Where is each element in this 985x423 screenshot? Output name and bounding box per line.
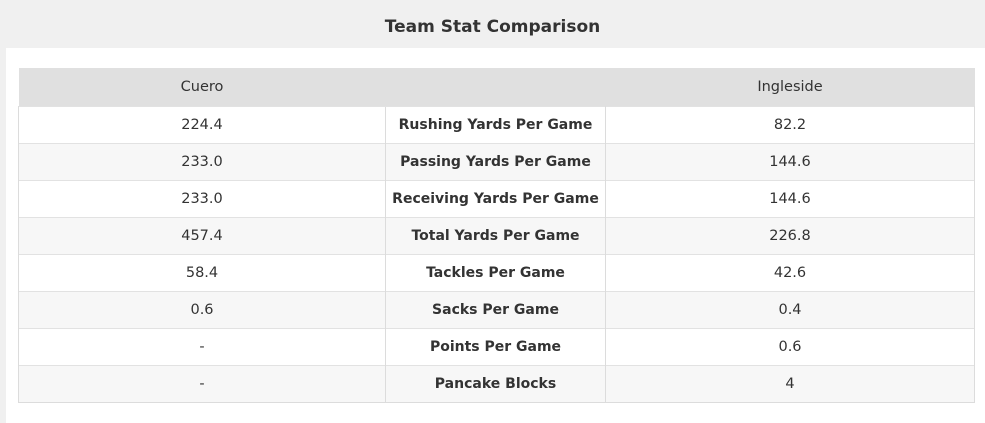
home-value: 0.6 (18, 291, 386, 329)
away-value: 0.6 (605, 328, 975, 366)
stat-name: Passing Yards Per Game (385, 143, 606, 181)
stat-name: Rushing Yards Per Game (385, 106, 606, 144)
stat-name: Tackles Per Game (385, 254, 606, 292)
table-row: 0.6 Sacks Per Game 0.4 (18, 291, 975, 329)
away-value: 144.6 (605, 143, 975, 181)
column-header-stat (385, 68, 606, 107)
table-row: - Points Per Game 0.6 (18, 328, 975, 366)
stat-name: Receiving Yards Per Game (385, 180, 606, 218)
stat-name: Points Per Game (385, 328, 606, 366)
table-row: - Pancake Blocks 4 (18, 365, 975, 403)
home-value: - (18, 365, 386, 403)
stat-name: Pancake Blocks (385, 365, 606, 403)
stat-name: Sacks Per Game (385, 291, 606, 329)
table-row: 233.0 Passing Yards Per Game 144.6 (18, 143, 975, 181)
panel-title: Team Stat Comparison (384, 16, 601, 37)
panel-body: Cuero Ingleside 224.4 Rushing Yards Per … (6, 48, 985, 423)
column-header-home-team: Cuero (18, 68, 386, 107)
home-value: 233.0 (18, 143, 386, 181)
away-value: 42.6 (605, 254, 975, 292)
panel-header: Team Stat Comparison (0, 0, 985, 48)
away-value: 82.2 (605, 106, 975, 144)
table-row: 457.4 Total Yards Per Game 226.8 (18, 217, 975, 255)
table-row: 224.4 Rushing Yards Per Game 82.2 (18, 106, 975, 144)
away-value: 4 (605, 365, 975, 403)
away-value: 144.6 (605, 180, 975, 218)
home-value: 233.0 (18, 180, 386, 218)
home-value: - (18, 328, 386, 366)
home-value: 58.4 (18, 254, 386, 292)
stat-name: Total Yards Per Game (385, 217, 606, 255)
away-value: 0.4 (605, 291, 975, 329)
away-value: 226.8 (605, 217, 975, 255)
table-header-row: Cuero Ingleside (18, 68, 975, 107)
table-row: 58.4 Tackles Per Game 42.6 (18, 254, 975, 292)
home-value: 457.4 (18, 217, 386, 255)
home-value: 224.4 (18, 106, 386, 144)
column-header-away-team: Ingleside (605, 68, 975, 107)
table-row: 233.0 Receiving Yards Per Game 144.6 (18, 180, 975, 218)
stat-comparison-table: Cuero Ingleside 224.4 Rushing Yards Per … (18, 68, 975, 403)
